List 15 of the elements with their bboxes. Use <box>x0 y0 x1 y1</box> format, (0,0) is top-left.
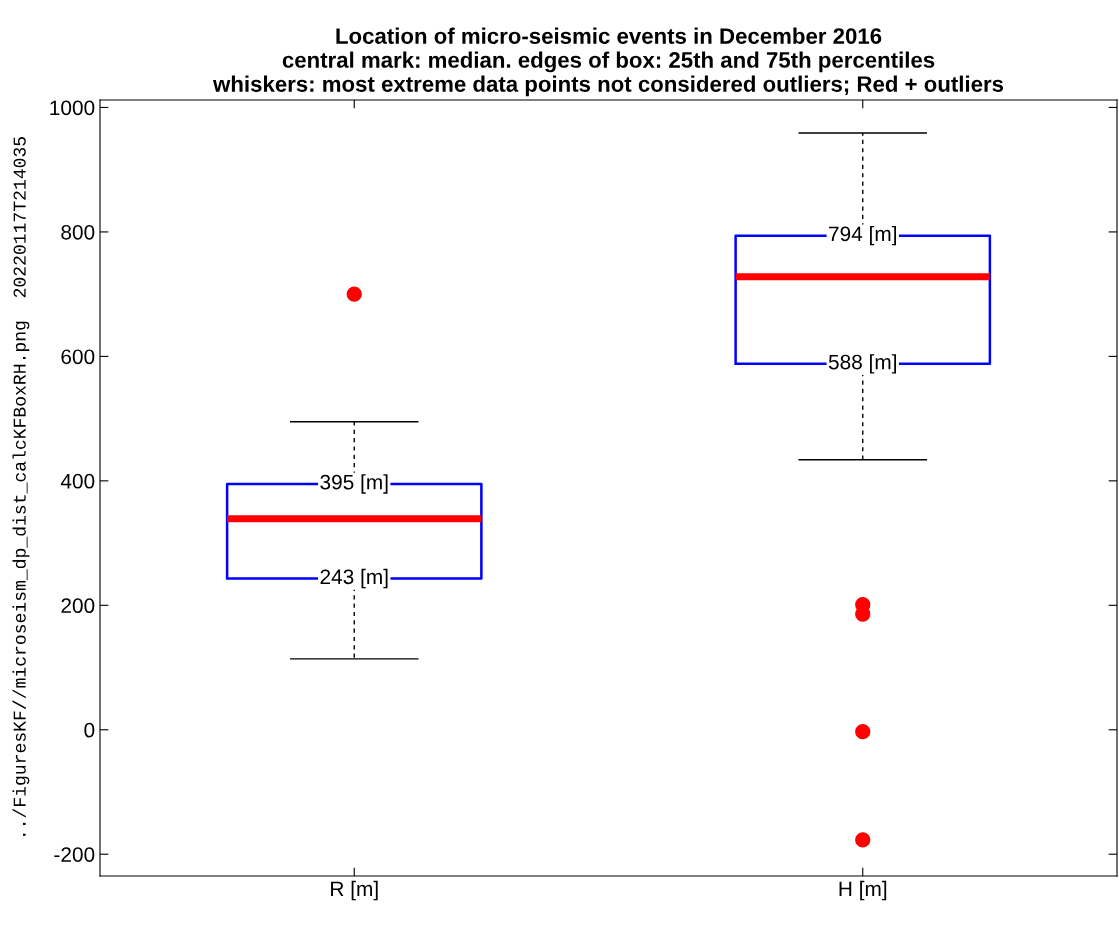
y-tick-label: 800 <box>61 224 95 240</box>
y-tick-label: 200 <box>61 598 95 614</box>
y-tick-label: 1000 <box>50 100 95 116</box>
y-tick-label: -200 <box>54 847 95 862</box>
x-tick-label: H [m] <box>839 880 887 901</box>
annotation: 794 [m] <box>829 225 897 246</box>
annotation: 243 [m] <box>320 568 388 589</box>
annotation: 395 [m] <box>320 474 388 494</box>
y-tick-label: 0 <box>84 722 95 738</box>
y-tick-label: 600 <box>61 349 95 365</box>
x-tick-label: R [m] <box>331 880 378 901</box>
annotation: 588 [m] <box>828 354 897 374</box>
y-tick-label: 400 <box>60 473 95 489</box>
chart-title: Location of micro-seismic events in December 2016 central mark: median. edges of box: 25th and 75th percentiles whiskers: most extreme data points not considered outliers; Red + outliers <box>213 27 1004 97</box>
y-axis-title: ../FiguresKF//microseism_dp_dist_calcKFBoxRH.png 20220117T214035 <box>12 137 30 836</box>
